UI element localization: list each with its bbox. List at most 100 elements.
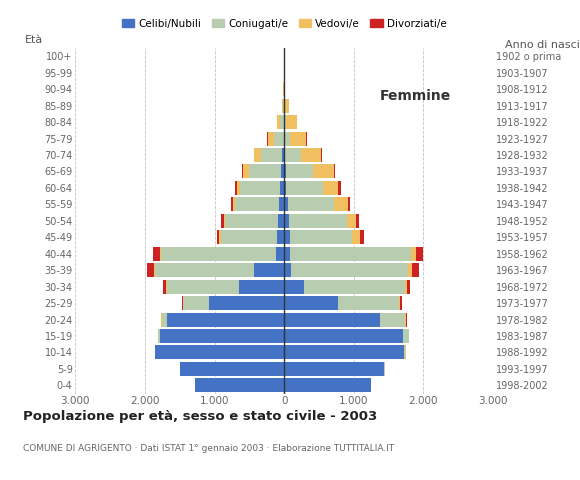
Bar [289, 214, 347, 228]
Bar [160, 329, 284, 343]
Bar [183, 296, 209, 310]
Bar [291, 263, 408, 277]
Bar [284, 280, 304, 294]
Bar [166, 280, 239, 294]
Bar [284, 378, 371, 392]
Bar [253, 148, 254, 162]
Bar [277, 115, 280, 129]
Bar [321, 148, 322, 162]
Bar [339, 181, 340, 195]
Bar [217, 230, 219, 244]
Bar [287, 115, 298, 129]
Bar [284, 165, 285, 179]
Bar [291, 247, 411, 261]
Bar [399, 296, 400, 310]
Bar [284, 263, 291, 277]
Bar [284, 329, 403, 343]
Text: Popolazione per età, sesso e stato civile - 2003: Popolazione per età, sesso e stato civil… [23, 410, 378, 423]
Bar [407, 280, 410, 294]
Text: Anno di nascita: Anno di nascita [505, 40, 580, 50]
Legend: Celibi/Nubili, Coniugati/e, Vedovi/e, Divorziati/e: Celibi/Nubili, Coniugati/e, Vedovi/e, Di… [122, 19, 447, 29]
Bar [261, 148, 282, 162]
Bar [284, 312, 380, 326]
Bar [284, 181, 287, 195]
Text: Età: Età [26, 35, 44, 45]
Bar [280, 115, 284, 129]
Bar [276, 247, 284, 261]
Bar [285, 148, 301, 162]
Bar [154, 263, 155, 277]
Bar [290, 230, 353, 244]
Bar [285, 98, 289, 113]
Bar [180, 362, 284, 376]
Bar [313, 165, 334, 179]
Bar [412, 263, 419, 277]
Bar [416, 247, 423, 261]
Bar [235, 197, 280, 211]
Bar [147, 263, 154, 277]
Bar [283, 98, 284, 113]
Bar [284, 148, 285, 162]
Bar [235, 181, 237, 195]
Bar [243, 165, 249, 179]
Bar [153, 247, 160, 261]
Bar [408, 263, 412, 277]
Bar [284, 230, 290, 244]
Bar [403, 329, 409, 343]
Bar [254, 148, 261, 162]
Bar [219, 230, 221, 244]
Bar [162, 312, 167, 326]
Bar [291, 132, 306, 145]
Bar [195, 378, 284, 392]
Bar [231, 197, 233, 211]
Bar [334, 165, 335, 179]
Bar [287, 181, 323, 195]
Bar [278, 214, 284, 228]
Bar [225, 214, 278, 228]
Bar [284, 214, 289, 228]
Bar [164, 280, 166, 294]
Bar [400, 296, 402, 310]
Bar [182, 296, 183, 310]
Bar [285, 165, 313, 179]
Bar [161, 247, 276, 261]
Bar [284, 346, 404, 360]
Bar [282, 98, 283, 113]
Text: Femmine: Femmine [380, 89, 451, 104]
Bar [224, 214, 225, 228]
Bar [155, 346, 284, 360]
Bar [347, 197, 350, 211]
Bar [240, 181, 280, 195]
Bar [242, 165, 243, 179]
Bar [360, 230, 364, 244]
Bar [237, 181, 240, 195]
Bar [288, 197, 334, 211]
Bar [158, 329, 160, 343]
Bar [404, 346, 405, 360]
Bar [323, 181, 339, 195]
Bar [282, 148, 284, 162]
Bar [304, 280, 405, 294]
Bar [284, 132, 291, 145]
Bar [160, 247, 161, 261]
Bar [274, 132, 284, 145]
Bar [284, 98, 285, 113]
Bar [277, 230, 284, 244]
Bar [284, 362, 385, 376]
Bar [339, 296, 399, 310]
Bar [221, 214, 224, 228]
Bar [301, 148, 321, 162]
Bar [284, 296, 339, 310]
Bar [155, 263, 254, 277]
Bar [284, 197, 288, 211]
Bar [239, 280, 284, 294]
Bar [353, 230, 360, 244]
Bar [167, 312, 284, 326]
Bar [405, 312, 407, 326]
Bar [280, 181, 284, 195]
Bar [405, 280, 407, 294]
Bar [284, 115, 287, 129]
Bar [380, 312, 405, 326]
Bar [284, 247, 291, 261]
Bar [209, 296, 284, 310]
